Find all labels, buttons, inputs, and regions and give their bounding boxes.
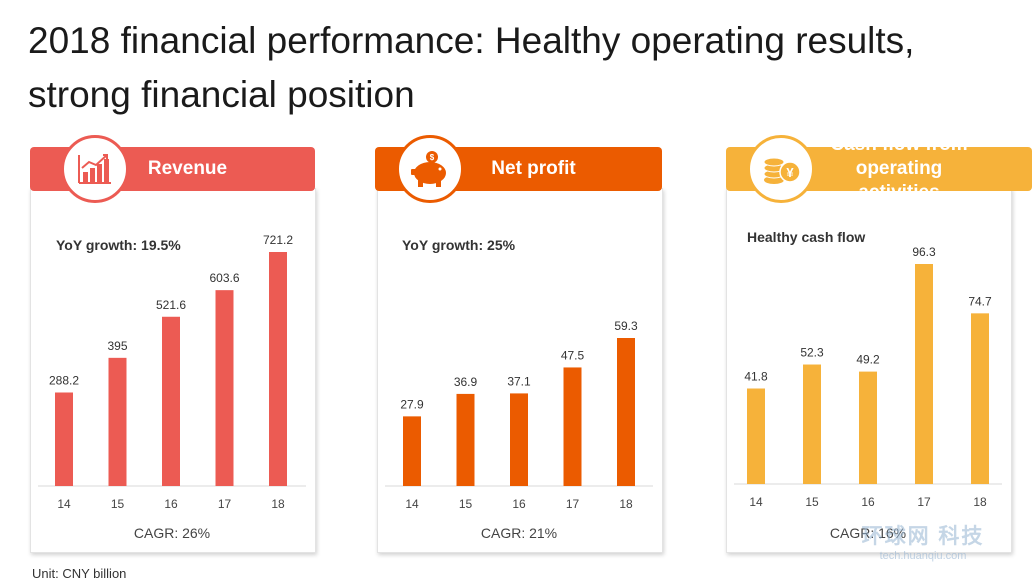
net-profit-header-label: Net profit (491, 158, 576, 179)
x-tick-label-14: 14 (57, 497, 71, 511)
revenue-note: YoY growth: 19.5% (56, 237, 181, 253)
bar-17 (563, 367, 582, 486)
cash-flow-bar-chart: 41.8 14 52.3 15 49.2 16 96.3 17 74.7 18 (734, 245, 1002, 509)
x-tick-label-16: 16 (512, 497, 526, 511)
data-label-14: 41.8 (744, 370, 768, 384)
bar-18 (269, 252, 287, 486)
bar-14 (747, 388, 765, 484)
bar-18 (971, 313, 989, 484)
x-tick-label-17: 17 (218, 497, 232, 511)
x-tick-label-18: 18 (973, 495, 987, 509)
x-tick-label-16: 16 (164, 497, 178, 511)
data-label-17: 47.5 (561, 348, 585, 362)
x-tick-label-17: 17 (917, 495, 931, 509)
data-label-14: 27.9 (400, 397, 424, 411)
bar-15 (803, 364, 821, 484)
bar-16 (162, 316, 180, 486)
x-tick-label-15: 15 (805, 495, 819, 509)
x-tick-label-14: 14 (405, 497, 419, 511)
data-label-17: 96.3 (912, 245, 936, 259)
revenue-header-label: Revenue (147, 158, 228, 179)
data-label-18: 721.2 (263, 233, 293, 247)
coins-yuan-icon: ¥ (747, 135, 815, 203)
revenue-cagr: CAGR: 26% (133, 525, 211, 541)
svg-text:$: $ (430, 153, 435, 162)
bar-14 (403, 416, 421, 486)
data-label-16: 37.1 (507, 374, 531, 388)
x-tick-label-15: 15 (111, 497, 125, 511)
page-title: 2018 financial performance: Healthy oper… (28, 20, 915, 115)
x-tick-label-14: 14 (749, 495, 763, 509)
data-label-18: 74.7 (968, 294, 992, 308)
data-label-14: 288.2 (49, 373, 79, 387)
x-tick-label-18: 18 (619, 497, 633, 511)
data-label-16: 49.2 (856, 353, 880, 367)
data-label-15: 395 (107, 339, 127, 353)
bar-15 (456, 393, 475, 486)
data-label-15: 36.9 (454, 375, 478, 389)
x-tick-label-15: 15 (459, 497, 473, 511)
net-profit-note: YoY growth: 25% (402, 237, 516, 253)
piggy-bank-icon: $ (396, 135, 464, 203)
revenue-bar-chart: 288.2 14 395 15 521.6 16 603.6 17 721.2 18 (38, 233, 306, 511)
svg-text:¥: ¥ (786, 165, 794, 180)
cash-flow-panel (726, 188, 1012, 553)
x-tick-label-18: 18 (271, 497, 285, 511)
bar-16 (510, 393, 528, 486)
bar-chart-growth-icon (61, 135, 129, 203)
bar-14 (55, 392, 73, 486)
data-label-16: 521.6 (156, 298, 186, 312)
cash-flow-header-label: Cash flow from operating activities (830, 134, 968, 203)
data-label-18: 59.3 (614, 319, 638, 333)
data-label-15: 52.3 (800, 346, 824, 360)
bar-16 (859, 371, 877, 484)
data-label-17: 603.6 (209, 271, 239, 285)
x-tick-label-17: 17 (566, 497, 580, 511)
cash-flow-note: Healthy cash flow (747, 229, 866, 245)
bar-17 (215, 290, 234, 486)
x-tick-label-16: 16 (861, 495, 875, 509)
bar-15 (108, 357, 127, 486)
bar-18 (617, 338, 635, 486)
cash-flow-cagr: CAGR: 16% (829, 525, 907, 541)
unit-label: Unit: CNY billion (32, 566, 127, 581)
bar-17 (915, 264, 933, 484)
net-profit-cagr: CAGR: 21% (480, 525, 558, 541)
net-profit-bar-chart: 27.9 14 36.9 15 37.1 16 47.5 17 59.3 18 (385, 319, 653, 511)
